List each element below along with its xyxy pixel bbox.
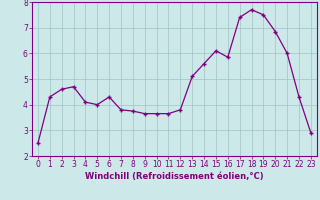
X-axis label: Windchill (Refroidissement éolien,°C): Windchill (Refroidissement éolien,°C) [85, 172, 264, 181]
